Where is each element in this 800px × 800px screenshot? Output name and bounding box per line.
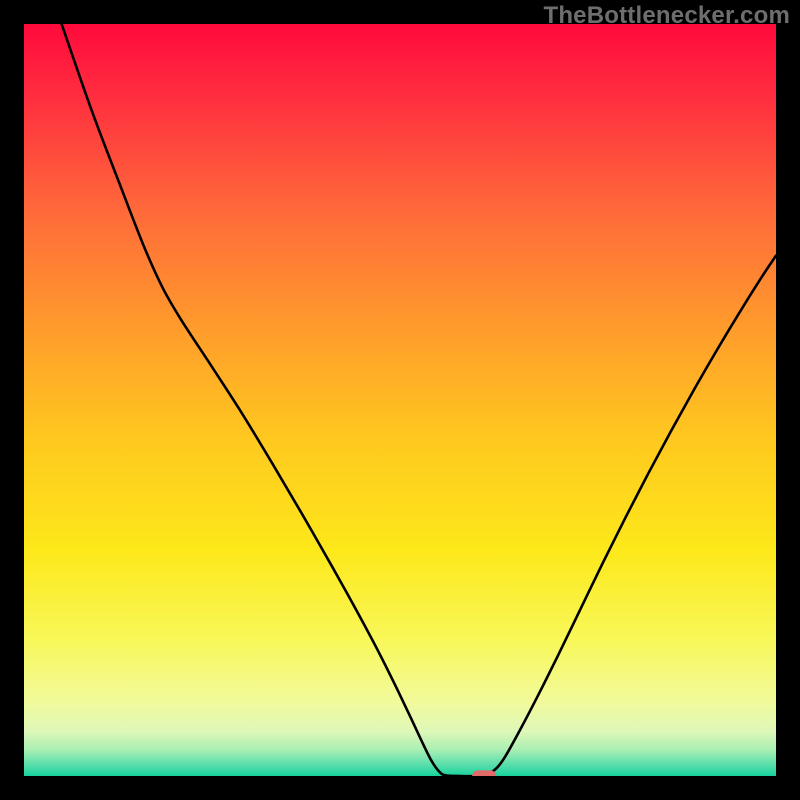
- chart-stage: TheBottlenecker.com: [0, 0, 800, 800]
- plot-svg: [24, 24, 776, 776]
- optimal-marker: [472, 770, 496, 776]
- watermark-text: TheBottlenecker.com: [543, 2, 790, 30]
- gradient-background: [24, 24, 776, 776]
- plot-area: [24, 24, 776, 776]
